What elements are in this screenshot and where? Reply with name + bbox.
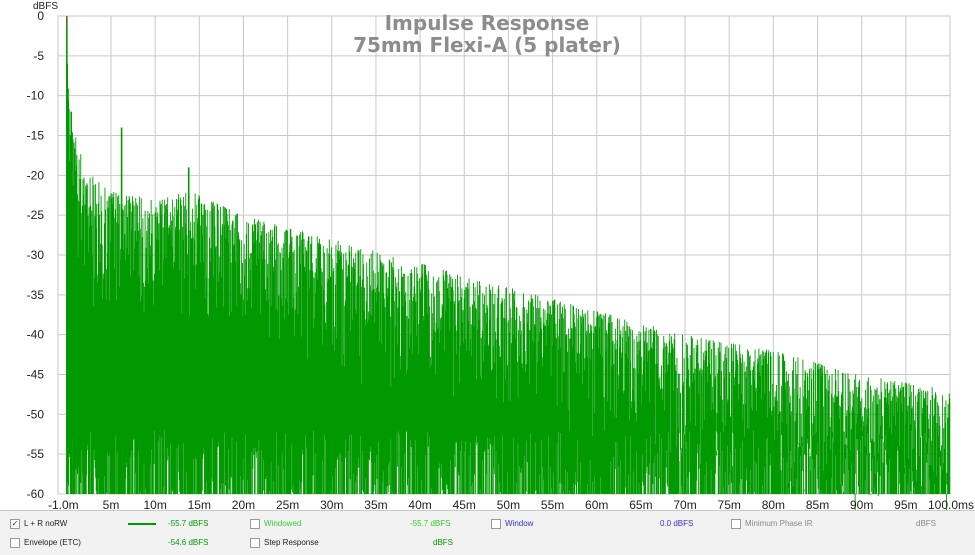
- legend-label-windowed: Windowed: [264, 519, 302, 528]
- y-tick-label: -40: [27, 328, 45, 342]
- x-tick-label: 70m: [673, 498, 696, 510]
- checkbox-step-response[interactable]: [250, 538, 260, 548]
- y-tick-label: -10: [27, 89, 45, 103]
- checkbox-window[interactable]: [491, 519, 501, 529]
- y-tick-label: -20: [27, 168, 45, 182]
- y-tick-label: -15: [27, 129, 45, 143]
- trace-markers: [66, 16, 190, 494]
- x-tick-label: 75m: [718, 498, 741, 510]
- legend-label-envelope-etc: Envelope (ETC): [24, 538, 81, 547]
- chart-title: Impulse Response: [385, 11, 590, 35]
- checkbox-envelope-etc[interactable]: [10, 538, 20, 548]
- legend-label-step-response: Step Response: [264, 538, 319, 547]
- checkbox-l-r-norw[interactable]: ✓: [10, 519, 20, 529]
- x-tick-label: -1.0m: [48, 498, 79, 510]
- legend-label-minimum-phase-ir: Minimum Phase IR: [745, 519, 813, 528]
- x-tick-label: 20m: [232, 498, 255, 510]
- x-tick-label: 35m: [364, 498, 387, 510]
- x-tick-label: 90m: [850, 498, 873, 510]
- legend-label-l-r-norw: L + R noRW: [24, 519, 68, 528]
- checkbox-minimum-phase-ir[interactable]: [731, 519, 741, 529]
- y-tick-label: 0: [37, 9, 44, 23]
- y-tick-label: -35: [27, 288, 45, 302]
- y-tick-label: -30: [27, 248, 45, 262]
- x-tick-label: 60m: [585, 498, 608, 510]
- legend-value-window: 0.0 dBFS: [660, 519, 694, 528]
- legend-value-windowed: -55.7 dBFS: [410, 519, 451, 528]
- x-tick-label: 45m: [453, 498, 476, 510]
- x-tick-label: 25m: [276, 498, 299, 510]
- y-tick-label: -25: [27, 208, 45, 222]
- x-tick-label: 10m: [143, 498, 166, 510]
- x-tick-label: 80m: [762, 498, 785, 510]
- x-tick-label: 65m: [629, 498, 652, 510]
- legend-value-l-r-norw: -55.7 dBFS: [168, 519, 209, 528]
- x-axis-ticks: -1.0m 5m 10m 15m 20m 25m 30m 35m 40m 45m 50m 55m 60m…: [48, 498, 974, 510]
- impulse-response-chart: 0 -5 -10 -15 -20 -25 -30 -35 -40 -45 -50 -55 -60 -1.…: [27, 1, 974, 510]
- chart-subtitle: 75mm Flexi-A (5 plater): [353, 33, 621, 57]
- x-tick-label: 50m: [497, 498, 520, 510]
- legend-label-window: Window: [505, 519, 534, 528]
- legend-value-envelope-etc: -54.6 dBFS: [168, 538, 209, 547]
- checkbox-windowed[interactable]: [250, 519, 260, 529]
- x-tick-label: 95m: [894, 498, 917, 510]
- legend-value-step-response: dBFS: [433, 538, 454, 547]
- y-tick-label: -60: [27, 487, 45, 501]
- legend-swatch-l-r-norw: [128, 523, 156, 525]
- x-tick-label: 55m: [541, 498, 564, 510]
- x-tick-label: 40m: [408, 498, 431, 510]
- x-tick-label: 30m: [320, 498, 343, 510]
- x-tick-label: 15m: [188, 498, 211, 510]
- y-axis-unit: dBFS: [33, 1, 58, 12]
- legend-value-minimum-phase-ir: dBFS: [916, 519, 937, 528]
- x-tick-label: 5m: [103, 498, 120, 510]
- y-axis-ticks: 0 -5 -10 -15 -20 -25 -30 -35 -40 -45 -50 -55 -60: [27, 9, 45, 501]
- x-tick-label: 85m: [806, 498, 829, 510]
- x-tick-label: 100.0ms: [928, 498, 974, 510]
- y-tick-label: -50: [27, 407, 45, 421]
- y-tick-label: -45: [27, 368, 45, 382]
- legend-panel: ✓ L + R noRW -55.7 dBFS Windowed -55.7 d…: [0, 510, 975, 555]
- y-tick-label: -5: [33, 49, 44, 63]
- y-tick-label: -55: [27, 447, 45, 461]
